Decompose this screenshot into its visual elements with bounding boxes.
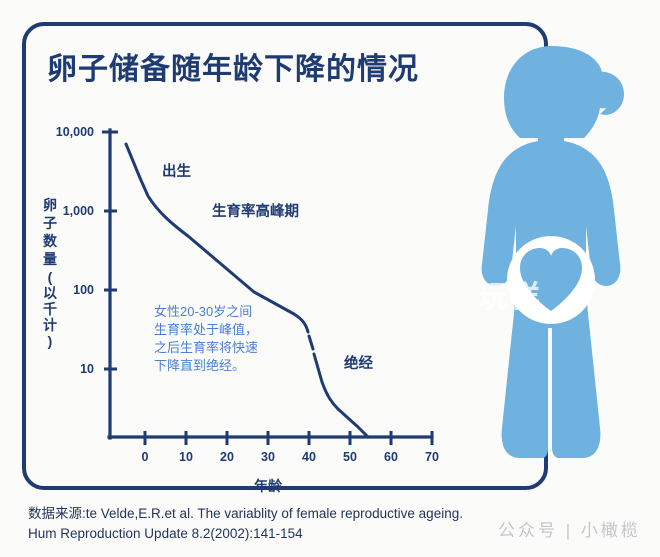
x-tick-label-0: 0 — [142, 450, 149, 464]
source-line-1: 数据来源:te Velde,E.R.et al. The variablity … — [28, 506, 463, 521]
chart-axes — [107, 128, 434, 440]
x-axis-ticks — [143, 431, 434, 445]
annotation-menopause: 绝经 — [344, 354, 373, 372]
source-line-2: Hum Reproduction Update 8.2(2002):141-15… — [28, 525, 303, 541]
curve-break-marker — [307, 334, 315, 351]
y-axis-ticks — [102, 130, 118, 371]
pregnant-woman-illustration — [452, 28, 652, 503]
woman-silhouette-svg — [481, 46, 624, 458]
x-tick-label-40: 40 — [302, 450, 316, 464]
y-tick-label-100: 100 — [73, 283, 94, 297]
x-tick-label-10: 10 — [179, 450, 193, 464]
corner-watermark: 公众号 | 小橄榄 — [498, 521, 641, 540]
ponytail-tail — [598, 71, 624, 115]
svg-text:(: ( — [48, 269, 53, 285]
annotation-note: 女性20-30岁之间 生育率处于峰值， 之后生育率将快速 下降直到绝经。 — [154, 304, 258, 373]
y-tick-label-10: 10 — [80, 362, 94, 376]
heart-icon — [520, 248, 582, 311]
svg-text:): ) — [48, 333, 53, 349]
svg-text:量: 量 — [43, 251, 57, 267]
note-line-4: 下降直到绝经。 — [154, 358, 245, 373]
note-line-2: 生育率处于峰值， — [154, 322, 258, 337]
svg-text:子: 子 — [43, 215, 57, 231]
svg-text:卵: 卵 — [43, 197, 57, 213]
curve-decline-to-menopause — [312, 352, 369, 438]
x-axis-title: 年龄 — [254, 478, 283, 494]
x-tick-label-30: 30 — [261, 450, 275, 464]
y-axis-title: 卵 子 数 量 ( 以 千 计 ) — [43, 197, 58, 349]
head-shape — [512, 52, 588, 140]
y-tick-label-10000: 10,000 — [56, 125, 94, 139]
x-tick-label-50: 50 — [343, 450, 357, 464]
svg-text:千: 千 — [43, 301, 57, 317]
svg-text:计: 计 — [43, 317, 57, 333]
svg-text:数: 数 — [43, 233, 58, 249]
svg-text:以: 以 — [43, 285, 57, 301]
x-tick-label-60: 60 — [384, 450, 398, 464]
page-title: 卵子储备随年龄下降的情况 — [47, 53, 419, 86]
annotation-peak-fertility: 生育率高峰期 — [212, 202, 299, 220]
egg-reserve-line-chart: 10,000 1,000 100 10 0 10 20 30 40 50 60 … — [43, 125, 439, 494]
curve-prenatal-to-peak — [124, 142, 310, 334]
note-line-1: 女性20-30岁之间 — [154, 304, 252, 319]
note-line-3: 之后生育率将快速 — [154, 340, 258, 355]
x-tick-label-70: 70 — [425, 450, 439, 464]
y-tick-label-1000: 1,000 — [63, 204, 94, 218]
annotation-birth: 出生 — [162, 162, 191, 180]
x-tick-label-20: 20 — [220, 450, 234, 464]
source-citation: 数据来源:te Velde,E.R.et al. The variablity … — [28, 504, 463, 543]
